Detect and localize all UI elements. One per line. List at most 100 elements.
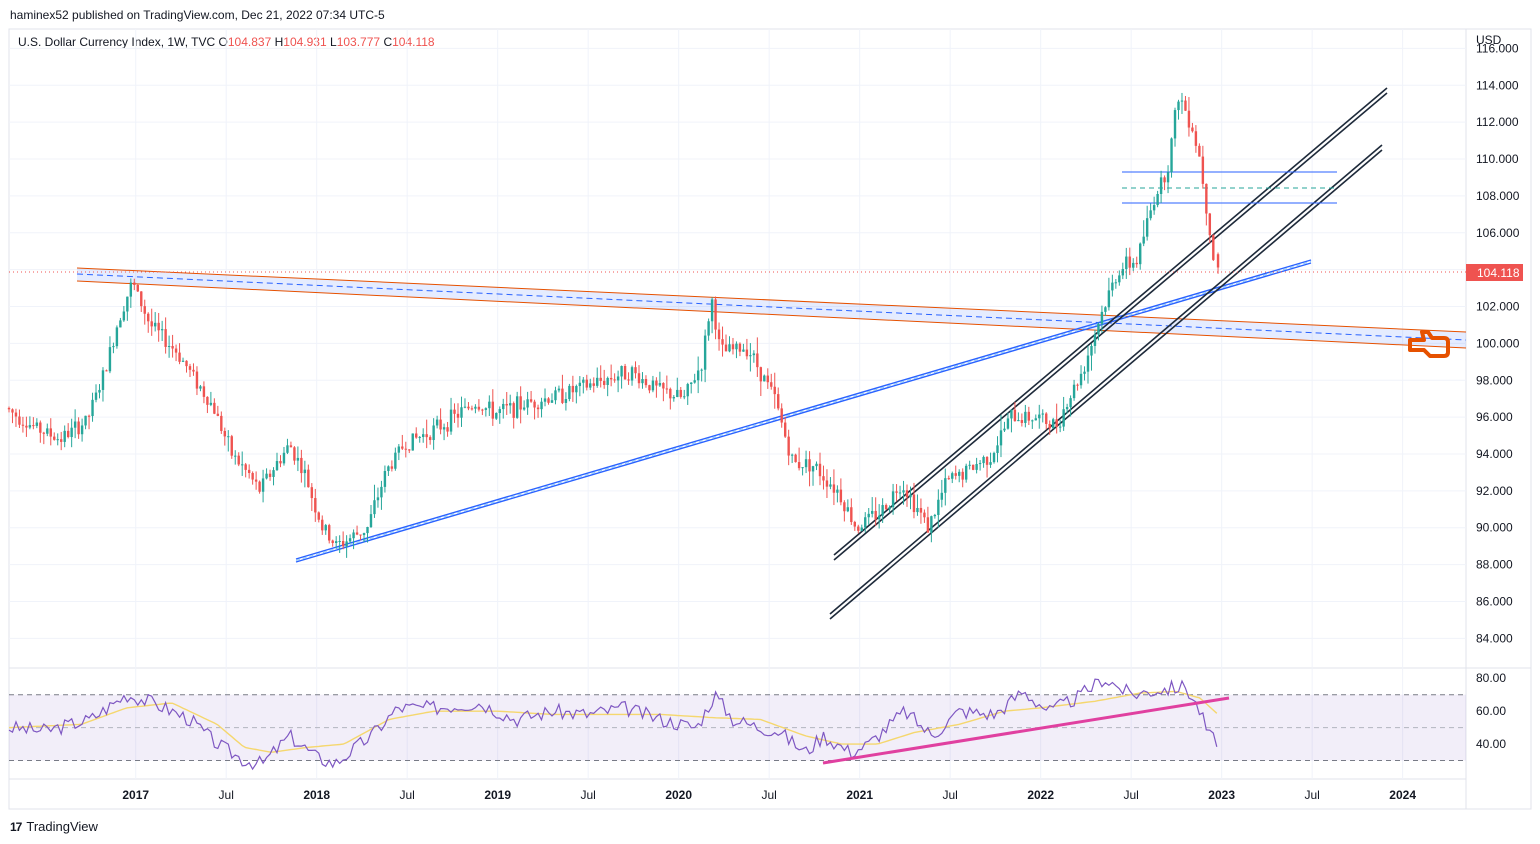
candle-body [686,384,689,397]
candle-body [234,455,237,457]
candle-body [623,365,627,380]
channel-lower-line-b [829,149,1383,620]
candle-body [602,380,606,385]
rsi-axis: 80.00 60.00 40.00 [1476,671,1506,751]
candle-body [971,464,975,470]
candle-body [1017,420,1020,422]
candle-body [126,296,129,312]
candle-body [268,473,272,477]
candle-body [352,532,355,539]
candle-body [411,433,414,451]
rsi-tick-label: 60.00 [1476,704,1506,718]
candle-body [627,379,630,381]
close-label: C [383,35,393,49]
candle-body [759,367,763,382]
time-tick-label: Jul [219,788,234,802]
candle-body [1205,183,1208,214]
candle-body [1027,411,1031,421]
candle-body [150,321,153,327]
price-tick-label: 116.000 [1476,41,1519,55]
candle-body [742,349,745,352]
descending-resistance-zone[interactable] [76,267,1467,349]
candle-body [613,379,616,381]
candle-body [947,478,950,480]
candle-body [554,390,557,401]
candle-body [738,343,742,352]
price-tick-label: 108.000 [1476,189,1520,203]
candle-body [700,369,703,371]
candle-body [857,526,860,531]
resistance-lower-line[interactable] [76,280,1467,349]
rsi-tick-label: 80.00 [1476,671,1506,685]
candle-body [1132,262,1135,268]
price-axis[interactable]: 116.000 114.000 112.000 110.000 108.000 106.0… [1476,41,1520,645]
candle-body [227,436,230,438]
candle-body [1152,205,1156,211]
candle-body [735,343,738,350]
candle-body [1212,235,1215,260]
candle-body [404,448,407,450]
time-tick-label: Jul [581,788,596,802]
rsi-pane[interactable]: 80.00 60.00 40.00 [8,671,1506,771]
candle-body [543,398,547,402]
hand-shape [1408,330,1450,358]
candle-body [832,484,836,493]
candle-body [790,454,794,456]
candle-body [644,378,648,386]
candle-body [1149,210,1152,219]
candle-body [1121,269,1125,276]
price-tick-label: 102.000 [1476,300,1520,314]
candle-body [1013,409,1017,422]
candle-body [1177,101,1180,111]
ascending-channel[interactable] [829,87,1388,620]
candle-body [1139,243,1142,265]
tradingview-footer[interactable]: 17 TradingView [10,819,98,834]
candle-body [745,349,749,357]
candle-body [693,380,696,383]
rsi-line [8,678,1218,771]
candle-body [898,492,902,494]
candle-body [1208,213,1212,236]
candle-body [630,367,634,381]
candle-body [609,377,613,380]
candle-body [968,464,971,466]
candle-body [568,385,571,400]
candle-body [244,464,247,470]
candle-body [1076,384,1079,386]
time-tick-label: Jul [1304,788,1319,802]
candle-body [710,299,714,322]
candle-body [1079,373,1083,386]
candle-body [655,380,658,386]
candle-body [477,406,481,410]
candle-body [1069,398,1072,408]
candle-body [160,329,164,331]
candle-body [32,425,35,427]
candle-body [752,353,756,356]
candle-body [1187,110,1191,128]
support-trendline[interactable] [295,259,1312,563]
time-axis[interactable]: 2017 Jul 2018 Jul 2019 Jul 2020 Jul 2021 Jul 2022 J… [122,788,1416,802]
candle-body [112,346,115,348]
candle-body [119,320,122,328]
channel-upper-line-a [833,87,1388,556]
time-tick-label: Jul [762,788,777,802]
candle-body [515,396,519,418]
rsi-trendline[interactable] [822,696,1230,765]
candles[interactable] [7,92,1220,558]
candle-body [557,388,561,391]
candle-body [314,498,317,513]
candle-body [1194,131,1198,146]
pointing-hand-icon[interactable] [1408,330,1450,358]
candle-body [279,461,282,464]
open-label: O [218,35,228,49]
candle-body [181,360,185,362]
candle-body [596,377,599,386]
candle-body [877,515,881,520]
candle-body [787,436,790,456]
candle-body [1156,194,1159,206]
price-tick-label: 94.000 [1476,447,1513,461]
candle-body [324,525,327,531]
resistance-upper-line[interactable] [76,267,1467,333]
candle-body [303,469,307,474]
